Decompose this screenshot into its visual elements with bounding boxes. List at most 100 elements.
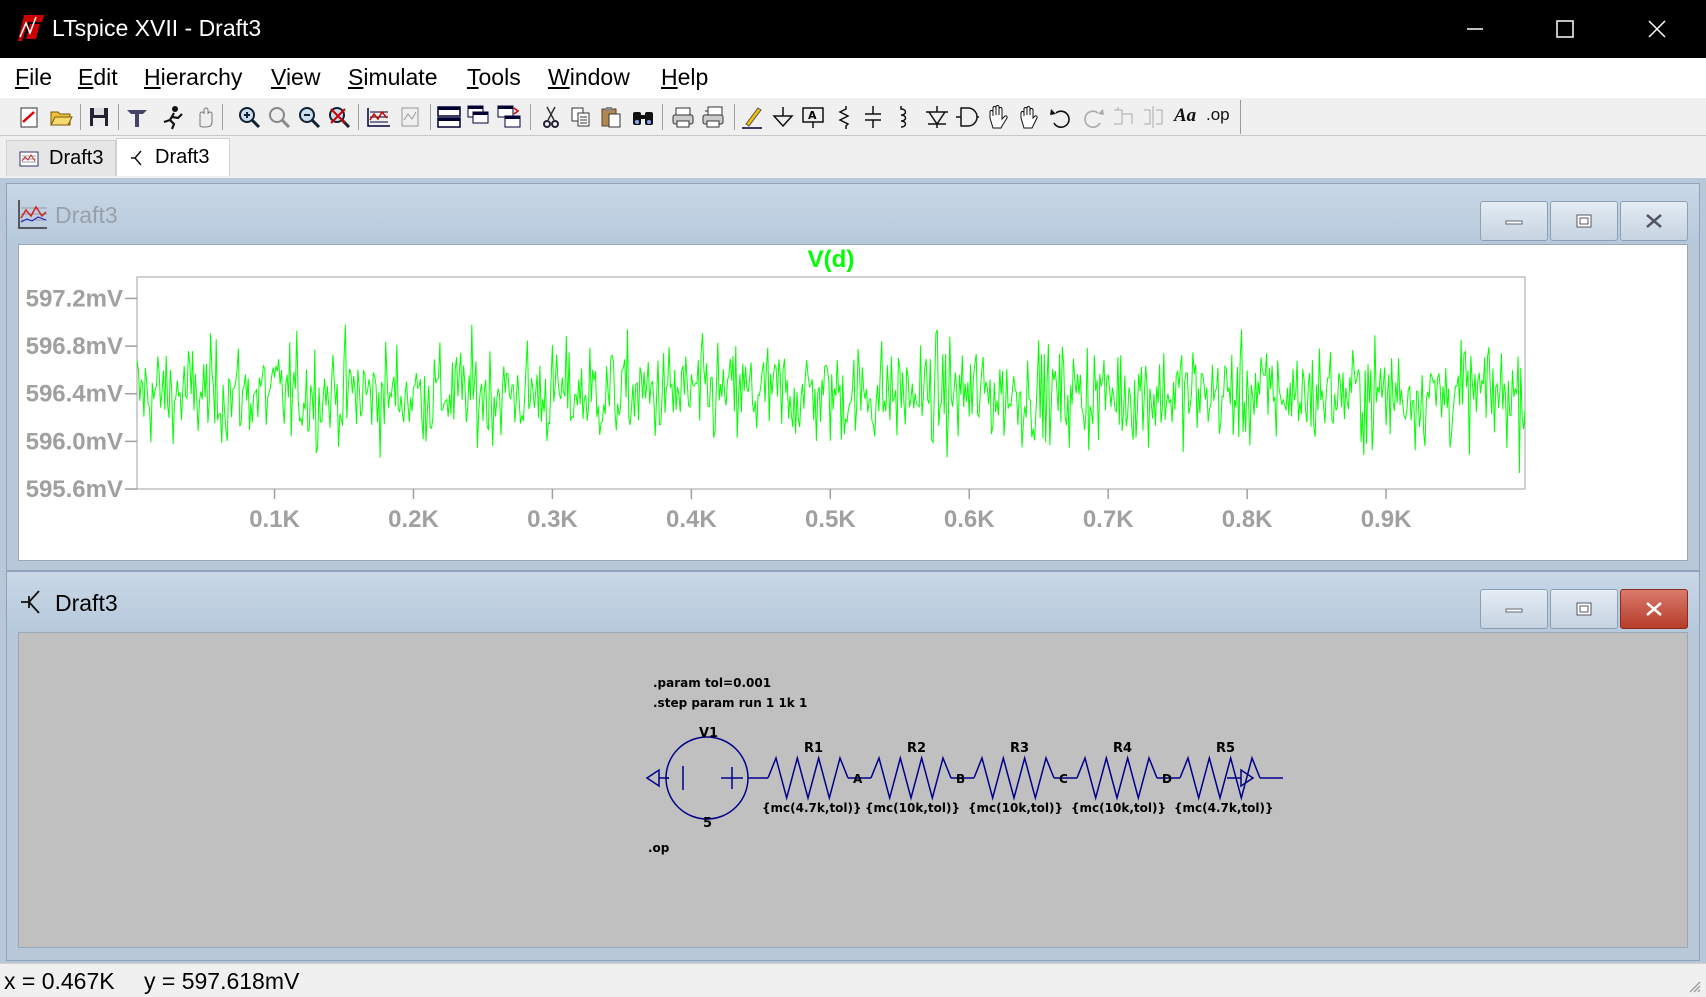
cut-icon[interactable] [538,104,564,130]
tile-horizontal-icon[interactable] [436,104,462,130]
add-trace-icon[interactable] [398,104,424,130]
diode-icon[interactable] [924,104,950,130]
menu-tools[interactable]: Tools [467,64,521,90]
halt-icon[interactable] [192,104,218,130]
spice-directive-icon[interactable]: .op [1206,105,1230,124]
close-button[interactable] [1622,0,1692,58]
waveform-close-button[interactable] [1620,201,1688,241]
label-net-icon[interactable]: A [800,104,826,130]
waveform-minimize-button[interactable] [1480,201,1548,241]
tab-schematic-draft3[interactable]: Draft3 [116,138,230,176]
step-directive[interactable]: .step param run 1 1k 1 [653,696,807,710]
paste-icon[interactable] [598,104,624,130]
op-directive[interactable]: .op [648,841,670,855]
net-label[interactable]: C [1059,772,1068,786]
net-label[interactable]: D [1162,772,1172,786]
resistor-name: R2 [907,741,926,756]
maximize-icon [1556,20,1574,38]
menu-view[interactable]: View [271,64,321,90]
toolbar: A Aa .op [0,98,1706,136]
resistor-icon[interactable] [830,104,856,130]
waveform-icon [19,151,39,166]
menu-simulate[interactable]: Simulate [348,64,438,90]
run-icon[interactable] [160,104,186,130]
schematic-window: Draft3 .param tol=0.001 .step param run … [6,571,1700,961]
resistor-name: R3 [1010,741,1029,756]
zoom-fit-icon[interactable] [326,104,352,130]
x-tick-label: 0.3K [527,506,578,533]
mirror-icon[interactable] [1140,104,1166,130]
y-tick-label: 596.4mV [26,381,123,408]
plot-area[interactable]: V(d) 597.2mV 596.8mV 596.4mV 596.0mV 595.6mV 0… [18,244,1688,561]
redo-icon[interactable] [1080,104,1106,130]
maximize-button[interactable] [1530,0,1600,58]
open-icon[interactable] [48,104,74,130]
schematic-minimize-button[interactable] [1480,589,1548,629]
resistor-r1[interactable]: R1 {mc(4.7k,tol)} A [762,741,871,815]
control-panel-icon[interactable] [124,104,150,130]
minimize-icon [1467,28,1483,30]
v1-name: V1 [699,726,718,741]
net-label[interactable]: A [853,772,863,786]
waveform-chart[interactable]: V(d) 597.2mV 596.8mV 596.4mV 596.0mV 595.6mV 0… [19,245,1687,560]
resistor-name: R4 [1113,741,1132,756]
resistor-body [1076,755,1158,801]
pan-icon[interactable] [266,104,292,130]
tile-vertical-icon[interactable] [496,104,522,130]
minimize-icon [1505,608,1523,613]
x-tick-label: 0.5K [805,506,856,533]
copy-icon[interactable] [568,104,594,130]
voltage-source-v1[interactable]: V1 5 [665,726,749,831]
menu-bar: File Edit Hierarchy View Simulate Tools … [0,58,1706,98]
right-net-flag[interactable] [1227,768,1255,788]
menu-help[interactable]: Help [661,64,709,90]
undo-icon[interactable] [1048,104,1074,130]
menu-file[interactable]: File [15,64,53,90]
capacitor-icon[interactable] [860,104,886,130]
move-icon[interactable] [986,104,1012,130]
schematic-icon [131,150,142,165]
ground-icon[interactable] [770,104,796,130]
cascade-icon[interactable] [466,104,492,130]
schematic-window-caption[interactable]: Draft3 [7,572,1699,632]
menu-edit[interactable]: Edit [78,64,118,90]
print-setup-icon[interactable] [700,104,726,130]
schematic-drawing[interactable]: .param tol=0.001 .step param run 1 1k 1 … [19,633,1687,947]
resistor-name: R1 [804,741,823,756]
resistor-r4[interactable]: R4 {mc(10k,tol)} D [1071,741,1180,815]
minimize-button[interactable] [1440,0,1510,58]
zoom-out-icon[interactable] [296,104,322,130]
save-icon[interactable] [86,104,112,130]
waveform-window-caption[interactable]: Draft3 [7,184,1699,244]
waveform-window: Draft3 V(d) 597.2mV 596.8mV 596.4mV 596.0mV 5… [6,183,1700,571]
resize-grip-icon[interactable] [1686,978,1702,994]
schematic-restore-button[interactable] [1550,589,1618,629]
schematic-close-button[interactable] [1620,589,1688,629]
new-schematic-icon[interactable] [16,104,42,130]
waveform-restore-button[interactable] [1550,201,1618,241]
draw-wire-icon[interactable] [740,104,766,130]
zoom-in-icon[interactable] [236,104,262,130]
resistor-r3[interactable]: R3 {mc(10k,tol)} C [968,741,1077,815]
inductor-icon[interactable] [890,104,916,130]
cursor-y-readout: y = 597.618mV [144,968,300,994]
net-label[interactable]: B [956,772,965,786]
resistor-value: {mc(10k,tol)} [1071,801,1166,815]
resistor-value: {mc(10k,tol)} [968,801,1063,815]
menu-hierarchy[interactable]: Hierarchy [144,64,243,90]
param-directive[interactable]: .param tol=0.001 [653,676,771,690]
tab-waveform-draft3[interactable]: Draft3 [6,140,116,176]
text-icon[interactable]: Aa [1174,105,1197,126]
print-icon[interactable] [670,104,696,130]
schematic-canvas[interactable]: .param tol=0.001 .step param run 1 1k 1 … [18,632,1688,948]
resistor-r2[interactable]: R2 {mc(10k,tol)} B [865,741,974,815]
component-icon[interactable] [954,104,980,130]
find-icon[interactable] [630,104,656,130]
menu-window[interactable]: Window [548,64,630,90]
resistor-body [767,755,849,801]
rotate-icon[interactable] [1110,104,1136,130]
drag-icon[interactable] [1016,104,1042,130]
resistor-r5[interactable]: R5 {mc(4.7k,tol)} [1174,741,1283,815]
x-tick-label: 0.1K [249,506,300,533]
autorange-icon[interactable] [366,104,392,130]
